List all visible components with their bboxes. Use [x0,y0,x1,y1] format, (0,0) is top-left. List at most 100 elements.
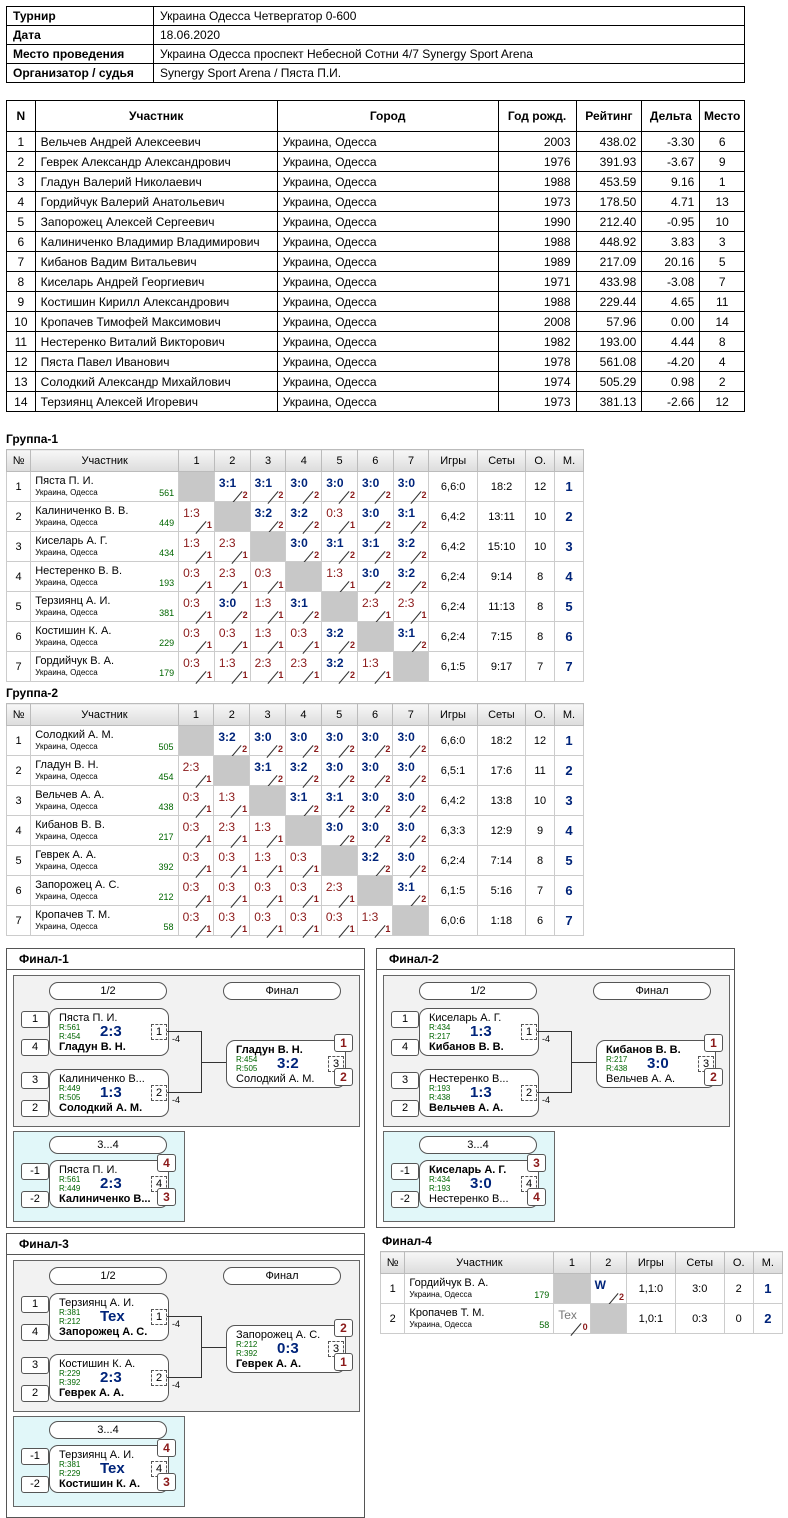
table-row: 6 Запорожец А. С. Украина, Одесса 212 0:3 1 0:… [5,875,585,908]
table-cell: 453.59 [575,171,643,192]
table-cell: 229.44 [575,291,643,312]
table-row: 3 Вельчев А. А. Украина, Одесса 438 0:3 1 1:3 1… [5,785,585,818]
match-score: 2:3 1 [213,815,251,848]
column-header: 4 [285,449,323,472]
stat-sets: 11:13 [476,591,527,622]
score-points: 2 [242,490,248,500]
score-text: 0:3 [325,910,343,924]
seed: 4 [391,1039,419,1056]
table-cell: Украина, Одесса [276,271,499,292]
rating-b: R:449 [59,1184,81,1193]
score-text: 2:3 [218,820,236,834]
match-score: 0:3 1 [285,621,323,654]
rating-a: R:229 [59,1369,81,1378]
match-score: 3:1 2 [356,531,394,564]
score-divider [267,671,279,684]
seed: 1 [21,1296,49,1313]
table-cell: 2 [699,371,745,392]
stat-sets: 5:16 [476,875,527,906]
score-points: 1 [277,834,283,844]
score-text: 3:1 [397,880,415,894]
stat-pts: 8 [525,561,556,592]
round-label: Финал [223,1267,341,1285]
round-label: Финал [223,982,341,1000]
table-cell: 433.98 [575,271,643,292]
final-title: Финал-3 [7,1234,364,1255]
match-score: 1:3 1 [213,785,251,818]
table-cell: 4 [699,351,745,372]
rating-b: R:229 [59,1469,81,1478]
self-cell [320,845,358,876]
match-score: 0:3 1 [213,845,251,878]
score-points: 1 [278,640,284,650]
rating-a: R:561 [59,1175,81,1184]
loser-label: -4 [172,1095,181,1105]
table-cell: Терзиянц Алексей Игоревич [34,391,278,412]
bracket-line [167,1092,201,1093]
group-table: № Участник 1 2 3 4 5 6 7 Игры Сеты О. М. 1 Солодкий А.… [5,703,585,938]
score-points: 1 [206,864,212,874]
column-header: N [6,100,36,132]
participant-rating: 58 [163,922,174,932]
stat-sets: 9:17 [476,651,527,682]
table-cell: Вельчев Андрей Алексеевич [34,131,278,152]
seed: 4 [21,1039,49,1056]
score-text: 3:2 [397,536,416,550]
player-b: Костишин К. А. [59,1478,141,1490]
column-header: 7 [392,703,430,726]
rating-a: R:212 [236,1340,258,1349]
row-number: 1 [379,1273,406,1304]
table-cell: 2003 [497,131,577,152]
match-score: 3:1 2 [392,501,430,534]
table-row: 4 Кибанов В. В. Украина, Одесса 217 0:3 1 2:3 1… [5,815,585,848]
match-score: 0:3 1 [249,561,287,594]
bracket-line [571,1062,596,1063]
self-cell [356,621,394,652]
score-text: 3:1 [326,536,344,550]
match-score: 1:3 [100,1084,122,1101]
participant-cell: Гладун В. Н. Украина, Одесса 454 [30,755,179,786]
score-points: 2 [421,640,427,650]
stat-games: 6,3:3 [428,815,478,846]
match-score: 3:1 2 [249,755,286,788]
column-header: О. [525,449,556,472]
place-badge: 1 [334,1353,353,1371]
table-cell: 11 [6,331,36,352]
match-score: 3:2 2 [321,651,358,684]
seed: -1 [391,1163,419,1180]
score-text: 0:3 [218,626,236,640]
stat-pts: 12 [525,471,556,502]
table-cell: 11 [699,291,745,312]
self-cell [392,905,430,936]
row-number: 4 [5,815,32,846]
score-points: 1 [314,670,320,680]
rating-b: R:505 [236,1064,258,1073]
loser-label: -4 [172,1034,181,1044]
score-text: 3:1 [218,476,237,490]
table-cell: 178.50 [575,191,643,212]
participant-name: Кропачев Т. М. [35,909,111,921]
seed: 2 [21,1385,49,1402]
table-cell: 217.09 [575,251,643,272]
self-cell [553,1273,591,1304]
match-score: 0:3 1 [320,905,358,938]
match-score: 1:3 1 [249,845,286,878]
rating-a: R:561 [59,1023,81,1032]
participant-name: Запорожец А. С. [35,879,120,891]
participant-cell: Солодкий А. М. Украина, Одесса 505 [30,725,179,756]
score-text: 0:3 [290,626,308,640]
player-a: Киселарь А. Г. [429,1164,507,1176]
match-score: 0:3 1 [177,905,215,938]
column-header: 5 [320,703,358,726]
score-points: 2 [277,774,283,784]
column-header: Участник [30,449,180,472]
column-header: 6 [356,703,394,726]
seed: -1 [21,1163,49,1180]
participant-rating: 179 [534,1290,550,1300]
match-score: 1:3 1 [356,651,394,684]
participant-cell: Геврек А. А. Украина, Одесса 392 [30,845,179,876]
match-score: 3:2 2 [392,561,430,594]
group-table: № Участник 1 2 3 4 5 6 7 Игры Сеты О. М. 1 Пяста П. И.… [5,449,584,684]
score-points: 1 [242,580,248,590]
match-score: 0:3 1 [249,905,286,938]
